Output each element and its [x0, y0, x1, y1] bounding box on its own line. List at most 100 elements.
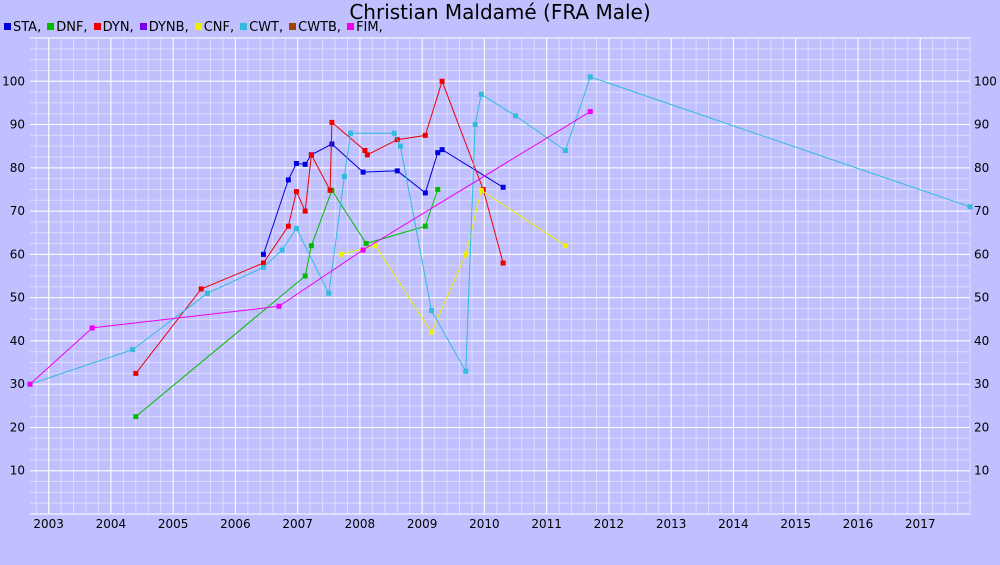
data-point — [260, 264, 266, 270]
data-point — [364, 152, 370, 158]
legend-item: STA, — [4, 20, 41, 35]
x-tick-label: 2007 — [282, 517, 313, 531]
y-tick-label-right: 50 — [974, 291, 989, 305]
legend-swatch — [4, 23, 11, 30]
data-point — [422, 223, 428, 229]
data-point — [562, 243, 568, 249]
data-point — [463, 368, 469, 374]
data-point — [435, 186, 441, 192]
data-point — [276, 303, 282, 309]
y-tick-label-left: 60 — [10, 247, 25, 261]
x-tick-label: 2013 — [656, 517, 687, 531]
legend-swatch — [289, 23, 297, 30]
data-point — [439, 147, 445, 153]
x-tick-label: 2012 — [594, 517, 625, 531]
data-point — [478, 91, 484, 97]
data-point — [302, 208, 308, 214]
data-point — [293, 160, 299, 166]
x-tick-label: 2016 — [843, 517, 874, 531]
data-point — [327, 187, 333, 193]
legend-swatch — [194, 23, 202, 30]
legend-label: DYN, — [102, 20, 134, 35]
y-tick-label-left: 100 — [2, 74, 25, 88]
x-tick-label: 2014 — [718, 517, 749, 531]
x-tick-label: 2017 — [905, 517, 936, 531]
legend-swatch — [47, 23, 55, 30]
legend-label: FIM, — [356, 20, 383, 35]
legend-item: DYNB, — [139, 20, 189, 35]
x-tick-label: 2011 — [531, 517, 562, 531]
data-point — [967, 204, 973, 210]
legend-item: DYN, — [93, 20, 134, 35]
data-point — [204, 290, 210, 296]
legend-label: STA, — [13, 20, 42, 35]
data-point — [329, 141, 335, 147]
data-point — [302, 161, 308, 167]
data-point — [500, 184, 506, 190]
y-tick-label-left: 80 — [10, 161, 25, 175]
y-tick-label-left: 20 — [10, 420, 25, 434]
data-point — [587, 109, 593, 115]
data-point — [260, 251, 266, 257]
legend-label: CNF, — [203, 20, 235, 35]
legend-item: CNF, — [194, 20, 235, 35]
x-tick-label: 2015 — [780, 517, 811, 531]
legend-swatch — [93, 23, 101, 30]
x-tick-label: 2003 — [33, 517, 64, 531]
series-line — [341, 189, 566, 334]
legend-swatch — [240, 23, 248, 30]
y-tick-label-left: 90 — [10, 118, 25, 132]
y-tick-label-left: 70 — [10, 204, 25, 218]
data-point — [308, 152, 314, 158]
data-point — [293, 225, 299, 231]
data-point — [360, 169, 366, 175]
y-tick-label-left: 50 — [10, 291, 25, 305]
y-tick-label-left: 10 — [10, 464, 25, 478]
y-tick-label-left: 30 — [10, 377, 25, 391]
data-point — [308, 243, 314, 249]
data-point — [341, 173, 347, 179]
y-tick-label-right: 20 — [974, 420, 989, 434]
x-tick-label: 2004 — [96, 517, 127, 531]
y-tick-label-right: 60 — [974, 247, 989, 261]
data-point — [363, 241, 369, 247]
data-point — [478, 187, 484, 193]
data-point — [302, 273, 308, 279]
data-point — [27, 381, 33, 387]
y-tick-label-right: 90 — [974, 118, 989, 132]
legend-label: DYNB, — [148, 20, 189, 35]
x-tick-label: 2008 — [345, 517, 376, 531]
data-point — [429, 329, 435, 335]
data-point — [133, 370, 139, 376]
y-tick-label-right: 70 — [974, 204, 989, 218]
data-point — [472, 122, 478, 128]
data-point — [394, 168, 400, 174]
data-point — [338, 251, 344, 257]
data-point — [198, 286, 204, 292]
series-line — [135, 79, 504, 374]
x-tick-label: 2010 — [469, 517, 500, 531]
data-point — [397, 143, 403, 149]
data-point — [260, 260, 266, 266]
data-point — [562, 148, 568, 154]
data-point — [329, 119, 335, 125]
legend-item: DNF, — [47, 20, 88, 35]
legend-label: DNF, — [56, 20, 88, 35]
legend-label: CWT, — [249, 20, 284, 35]
data-point — [372, 243, 378, 249]
legend-swatch — [139, 23, 147, 30]
data-point — [360, 247, 366, 253]
data-point — [429, 308, 435, 314]
data-point — [285, 177, 291, 183]
data-point — [326, 290, 332, 296]
y-tick-label-right: 40 — [974, 334, 989, 348]
series — [27, 109, 593, 387]
legend-item: CWTB, — [289, 20, 341, 35]
data-point — [422, 132, 428, 138]
legend-swatch — [347, 23, 355, 30]
legend-label: CWTB, — [298, 20, 342, 35]
y-tick-label-right: 30 — [974, 377, 989, 391]
legend: STA, DNF, DYN, DYNB, CNF, CWT, CWTB, FIM, — [4, 20, 389, 35]
series — [338, 187, 568, 335]
